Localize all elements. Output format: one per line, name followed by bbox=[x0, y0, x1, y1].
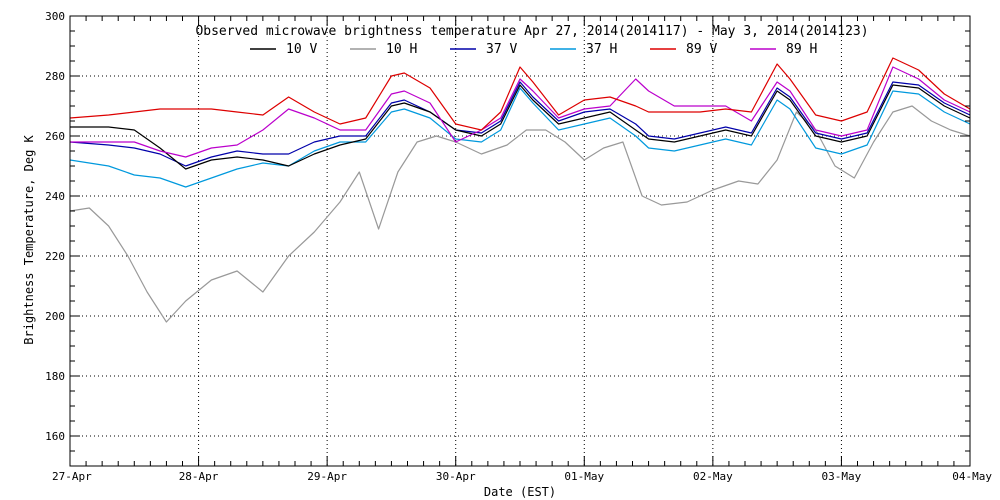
axis-ticks bbox=[69, 15, 971, 467]
legend-label: 89 H bbox=[786, 42, 817, 57]
y-axis-label: Brightness Temperature, Deg K bbox=[22, 134, 36, 344]
series-line-89-v bbox=[69, 57, 971, 131]
x-tick-label: 01-May bbox=[564, 470, 604, 483]
x-tick-label: 03-May bbox=[822, 470, 862, 483]
y-tick-label: 240 bbox=[45, 190, 65, 203]
legend-label: 37 V bbox=[486, 42, 517, 57]
y-tick-labels: 160 180 200 220 240 260 280 300 bbox=[45, 10, 65, 443]
series-lines bbox=[69, 57, 971, 323]
x-tick-label: 27-Apr bbox=[52, 470, 92, 483]
y-tick-label: 160 bbox=[45, 430, 65, 443]
x-tick-label: 29-Apr bbox=[307, 470, 347, 483]
x-tick-label: 30-Apr bbox=[436, 470, 476, 483]
series-line-37-v bbox=[69, 81, 971, 167]
legend-label: 10 H bbox=[386, 42, 417, 57]
series-line-37-h bbox=[69, 87, 971, 188]
y-tick-label: 260 bbox=[45, 130, 65, 143]
y-tick-label: 280 bbox=[45, 70, 65, 83]
x-tick-label: 28-Apr bbox=[179, 470, 219, 483]
series-line-10-v bbox=[70, 84, 971, 170]
x-tick-labels: 27-Apr 28-Apr 29-Apr 30-Apr 01-May 02-May 03-M… bbox=[52, 470, 992, 483]
grid-lines bbox=[70, 16, 970, 466]
y-tick-label: 300 bbox=[45, 10, 65, 23]
legend-label: 89 V bbox=[686, 42, 717, 57]
x-axis-label: Date (EST) bbox=[484, 485, 556, 499]
x-tick-label: 04-May bbox=[952, 470, 992, 483]
legend-label: 10 V bbox=[286, 42, 317, 57]
y-tick-label: 220 bbox=[45, 250, 65, 263]
legend-label: 37 H bbox=[586, 42, 617, 57]
y-tick-label: 200 bbox=[45, 310, 65, 323]
series-line-89-h bbox=[70, 66, 971, 158]
y-tick-label: 180 bbox=[45, 370, 65, 383]
legend: 10 V 10 H 37 V 37 H 89 V 89 H bbox=[250, 42, 817, 57]
series-line-10-h bbox=[69, 105, 971, 323]
x-tick-label: 02-May bbox=[693, 470, 733, 483]
chart-title: Observed microwave brightness temperatur… bbox=[195, 24, 868, 39]
